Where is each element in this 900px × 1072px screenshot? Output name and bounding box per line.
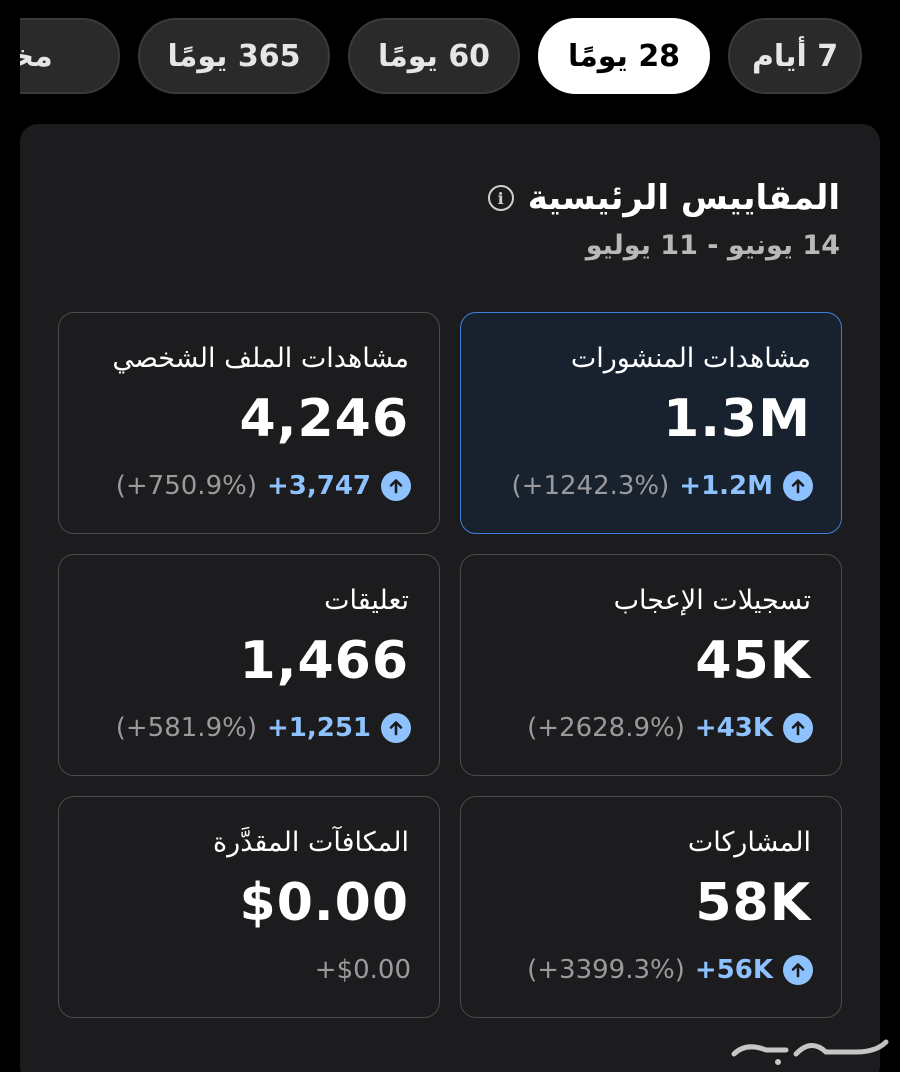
metric-delta: +1,251 [266,713,371,743]
metric-percent: (+1242.3%) [511,471,670,501]
metric-change: +1.2M (+1242.3%) [512,471,813,501]
metric-label: مشاهدات الملف الشخصي [112,343,409,374]
tab-label: 7 أيام [751,38,839,74]
metric-value: 1,466 [239,631,409,691]
metric-change: +$0.00 [315,955,411,985]
metric-percent: (+3399.3%) [527,955,685,985]
tab-label: 365 يومًا [167,38,301,74]
metric-comments[interactable]: تعليقات 1,466 +1,251 (+581.9%) [58,554,440,776]
metric-likes[interactable]: تسجيلات الإعجاب 45K +43K (+2628.9%) [460,554,842,776]
metric-percent: (+581.9%) [115,713,257,743]
metric-label: المشاركات [687,827,811,858]
overview-card: المقاييس الرئيسية i 14 يونيو - 11 يوليو … [20,124,880,1072]
date-range: 14 يونيو - 11 يوليو [585,230,840,261]
metric-delta: +3,747 [266,471,371,501]
overview-title: المقاييس الرئيسية [527,178,840,218]
metric-label: تعليقات [324,585,409,616]
arrow-up-icon [783,713,813,743]
metric-estimated-rewards[interactable]: المكافآت المقدَّرة $0.00 +$0.00 [58,796,440,1018]
metric-change: +3,747 (+750.9%) [116,471,411,501]
metric-delta: +$0.00 [314,955,411,985]
metric-label: المكافآت المقدَّرة [213,827,409,858]
metric-label: تسجيلات الإعجاب [613,585,811,616]
metric-profile-views[interactable]: مشاهدات الملف الشخصي 4,246 +3,747 (+750.… [58,312,440,534]
metric-value: 1.3M [663,389,811,449]
metric-value: $0.00 [239,873,409,933]
metric-delta: +56K [694,955,773,985]
metric-change: +56K (+3399.3%) [527,955,813,985]
metric-shares[interactable]: المشاركات 58K +56K (+3399.3%) [460,796,842,1018]
tab-custom[interactable]: مخصص [20,18,120,94]
tab-365-days[interactable]: 365 يومًا [138,18,330,94]
metric-delta: +1.2M [679,471,773,501]
metric-value: 58K [695,873,811,933]
metric-label: مشاهدات المنشورات [570,343,811,374]
tab-label: مخصص [20,38,53,74]
metric-post-views[interactable]: مشاهدات المنشورات 1.3M +1.2M (+1242.3%) [460,312,842,534]
tab-60-days[interactable]: 60 يومًا [348,18,520,94]
metric-percent: (+750.9%) [115,471,257,501]
arrow-up-icon [381,471,411,501]
metric-percent: (+2628.9%) [527,713,685,743]
overview-header: المقاييس الرئيسية i [487,178,840,218]
arrow-up-icon [783,955,813,985]
watermark-logo [731,1039,889,1065]
tab-28-days[interactable]: 28 يومًا [538,18,710,94]
metric-value: 45K [695,631,811,691]
arrow-up-icon [381,713,411,743]
info-icon[interactable]: i [487,185,514,211]
arrow-up-icon [783,471,813,501]
tab-label: 60 يومًا [377,38,491,74]
metric-change: +43K (+2628.9%) [527,713,813,743]
metric-value: 4,246 [239,389,409,449]
metric-delta: +43K [694,713,773,743]
tab-label: 28 يومًا [567,38,681,74]
period-tabs: 7 أيام 28 يومًا 60 يومًا 365 يومًا مخصص [20,18,900,96]
metric-change: +1,251 (+581.9%) [116,713,411,743]
tab-7-days[interactable]: 7 أيام [728,18,862,94]
